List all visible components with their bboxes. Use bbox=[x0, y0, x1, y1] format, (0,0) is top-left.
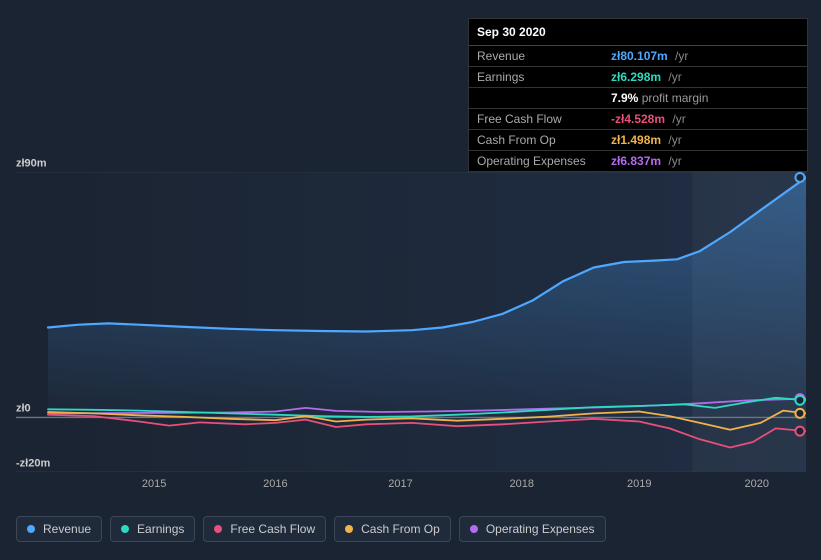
tooltip-row-value: zł80.107m /yr bbox=[603, 46, 807, 67]
x-axis-label: 2018 bbox=[510, 478, 534, 490]
tooltip-table: Revenuezł80.107m /yrEarningszł6.298m /yr… bbox=[469, 46, 807, 171]
tooltip-row-label: Revenue bbox=[469, 46, 603, 67]
tooltip-row-label: Free Cash Flow bbox=[469, 109, 603, 130]
legend-dot-icon bbox=[345, 525, 353, 533]
tooltip-row-label: Operating Expenses bbox=[469, 151, 603, 172]
x-axis-label: 2017 bbox=[388, 478, 412, 490]
chart-area[interactable]: zł90mzł0-zł20m bbox=[16, 172, 806, 472]
legend-label: Cash From Op bbox=[361, 522, 440, 536]
x-axis-label: 2020 bbox=[744, 478, 768, 490]
x-axis: 2015 2016 2017 2018 2019 2020 bbox=[16, 478, 806, 498]
tooltip-row-label: Cash From Op bbox=[469, 130, 603, 151]
legend-item-operating-expenses[interactable]: Operating Expenses bbox=[459, 516, 606, 542]
legend-label: Revenue bbox=[43, 522, 91, 536]
tooltip-panel: Sep 30 2020 Revenuezł80.107m /yrEarnings… bbox=[468, 18, 808, 172]
legend-item-cash-from-op[interactable]: Cash From Op bbox=[334, 516, 451, 542]
legend-label: Earnings bbox=[137, 522, 184, 536]
legend: Revenue Earnings Free Cash Flow Cash From O… bbox=[16, 516, 606, 542]
legend-dot-icon bbox=[214, 525, 222, 533]
legend-item-revenue[interactable]: Revenue bbox=[16, 516, 102, 542]
tooltip-date: Sep 30 2020 bbox=[469, 19, 807, 46]
line-chart bbox=[16, 172, 806, 472]
tooltip-row-label: Earnings bbox=[469, 67, 603, 88]
x-axis-label: 2019 bbox=[627, 478, 651, 490]
tooltip-row-value: zł1.498m /yr bbox=[603, 130, 807, 151]
x-axis-label: 2015 bbox=[142, 478, 166, 490]
x-axis-label: 2016 bbox=[263, 478, 287, 490]
legend-item-earnings[interactable]: Earnings bbox=[110, 516, 195, 542]
legend-label: Operating Expenses bbox=[486, 522, 595, 536]
legend-item-free-cash-flow[interactable]: Free Cash Flow bbox=[203, 516, 326, 542]
legend-dot-icon bbox=[27, 525, 35, 533]
legend-label: Free Cash Flow bbox=[230, 522, 315, 536]
legend-dot-icon bbox=[470, 525, 478, 533]
tooltip-sub: 7.9% profit margin bbox=[603, 88, 807, 109]
tooltip-row-value: -zł4.528m /yr bbox=[603, 109, 807, 130]
tooltip-row-value: zł6.298m /yr bbox=[603, 67, 807, 88]
legend-dot-icon bbox=[121, 525, 129, 533]
tooltip-row-value: zł6.837m /yr bbox=[603, 151, 807, 172]
